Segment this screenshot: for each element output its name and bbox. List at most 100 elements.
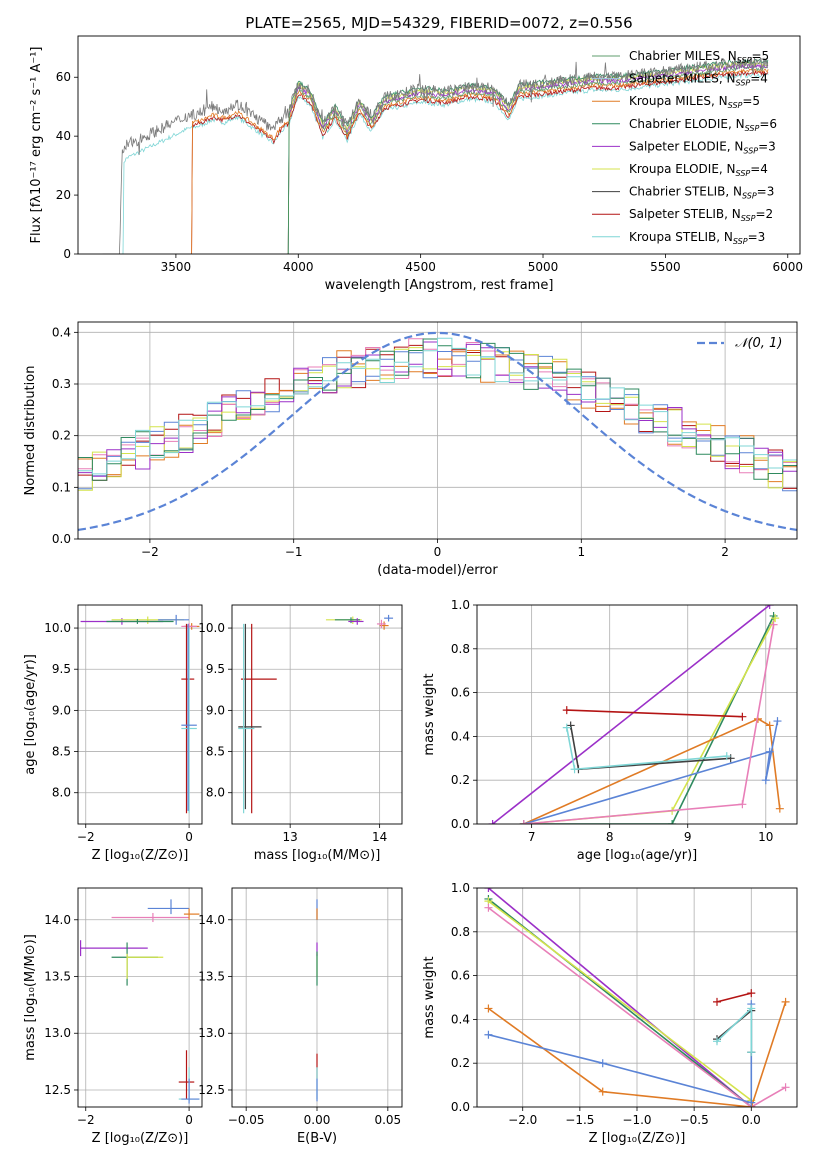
weight-series: [519, 620, 778, 824]
x-tick-label: 3500: [161, 260, 192, 274]
data-point: [111, 942, 159, 986]
y-tick-label: 8.0: [206, 786, 225, 800]
legend-label: Salpeter ELODIE, NSSP=3: [629, 139, 776, 155]
x-axis-label: (data-model)/error: [377, 563, 498, 578]
y-tick-label: 0.4: [451, 729, 470, 743]
weight-series: [713, 989, 756, 1006]
y-axis-label: mass weight: [422, 673, 437, 755]
normal-curve: [77, 331, 798, 531]
y-tick-label: 9.0: [52, 703, 71, 717]
chart-age-vs-Z: −2 0 8.0 8.5 9.0 9.5 10.0 Z [log₁₀(Z/Z⊙)] age [l…: [23, 604, 203, 863]
x-tick-label: −2: [77, 1113, 95, 1127]
legend-entry: Salpeter MILES, NSSP=4: [592, 72, 768, 88]
y-tick-label: 1.0: [451, 881, 470, 895]
y-tick-label: 0.1: [52, 480, 71, 494]
x-tick-label: 0.00: [304, 1113, 331, 1127]
weight-series: [713, 1006, 756, 1057]
x-axis-label: Z [log₁₀(Z/Z⊙)]: [589, 1131, 686, 1146]
weight-marker: [747, 1098, 756, 1107]
chart-mass-vs-EBV: −0.05 0.00 0.05 12.5 13.0 13.5 14.0 E(B-V): [198, 887, 403, 1146]
y-tick-label: 0.8: [451, 642, 470, 656]
y-tick-label: 12.5: [198, 1083, 225, 1097]
legend-entry: 𝒩(0, 1): [697, 336, 782, 351]
legend-entry: Kroupa MILES, NSSP=5: [592, 94, 760, 110]
y-tick-label: 14.0: [198, 913, 225, 927]
y-axis-label: Normed distribution: [23, 366, 38, 496]
model-spectrum-line: [122, 72, 769, 254]
x-tick-label: −2: [77, 830, 95, 844]
x-tick-label: 10: [758, 830, 773, 844]
x-tick-label: −0.5: [680, 1113, 709, 1127]
residual-histogram: [78, 341, 797, 477]
weight-line: [566, 727, 727, 771]
data-point: [238, 623, 262, 810]
y-tick-label: 60: [56, 70, 71, 84]
weight-series: [484, 1000, 756, 1107]
y-tick-label: 0.2: [52, 429, 71, 443]
weight-marker: [771, 614, 780, 623]
legend-entry: Salpeter STELIB, NSSP=2: [592, 207, 773, 223]
y-tick-label: 9.5: [206, 662, 225, 676]
axes-frame: [231, 604, 403, 825]
weight-marker: [668, 820, 677, 824]
weight-series: [519, 611, 778, 824]
y-tick-label: 14.0: [44, 913, 71, 927]
data-point: [238, 623, 255, 814]
weight-line: [523, 718, 781, 824]
x-tick-label: 14: [372, 830, 387, 844]
data-point: [376, 619, 386, 629]
x-tick-label: 5000: [528, 260, 559, 274]
weight-marker: [726, 754, 735, 763]
legend-label: Chabrier MILES, NSSP=5: [629, 49, 769, 65]
weight-marker: [781, 997, 790, 1006]
x-tick-label: 1: [577, 545, 585, 559]
weight-line: [487, 900, 752, 1102]
data-point: [111, 912, 190, 923]
weight-line: [716, 1008, 753, 1053]
x-tick-label: 4000: [283, 260, 314, 274]
y-tick-label: 13.5: [198, 970, 225, 984]
model-spectrum-line: [287, 62, 769, 254]
weight-marker: [598, 1087, 607, 1096]
data-point: [126, 953, 164, 979]
chart-spectrum: 3500 4000 4500 5000 5500 6000 0 20 40 60 wavelengt…: [29, 14, 803, 293]
data-point: [181, 1078, 200, 1104]
x-tick-label: 2: [721, 545, 729, 559]
x-axis-label: mass [log₁₀(M/M⊙)]: [254, 848, 381, 863]
y-axis-label: mass weight: [422, 956, 437, 1038]
x-tick-label: 13: [283, 830, 298, 844]
x-tick-label: −1.0: [622, 1113, 651, 1127]
y-tick-label: 0.4: [52, 325, 71, 339]
y-tick-label: 0.6: [451, 969, 470, 983]
x-tick-label: 0.0: [742, 1113, 761, 1127]
x-tick-label: −1: [285, 545, 303, 559]
y-tick-label: 0.4: [451, 1012, 470, 1026]
x-tick-label: 7: [528, 830, 536, 844]
legend-entry: Chabrier MILES, NSSP=5: [592, 49, 769, 65]
weight-marker: [713, 1037, 721, 1046]
legend-label: Salpeter STELIB, NSSP=2: [629, 207, 773, 223]
weight-marker: [775, 804, 784, 813]
legend-label: Chabrier STELIB, NSSP=3: [629, 185, 774, 201]
legend-label: Kroupa ELODIE, NSSP=4: [629, 162, 768, 178]
x-tick-label: −1.5: [565, 1113, 594, 1127]
axes-frame: [476, 604, 798, 825]
y-tick-label: 0.6: [451, 686, 470, 700]
x-tick-label: 9: [684, 830, 692, 844]
chart-title: PLATE=2565, MJD=54329, FIBERID=0072, z=0…: [245, 14, 632, 32]
chart-age-vs-mass: 13 14 8.0 8.5 9.0 9.5 10.0 mass [log₁₀(M/M⊙)]: [198, 604, 403, 863]
x-tick-label: −2: [141, 545, 159, 559]
y-tick-label: 0.0: [451, 817, 470, 831]
y-tick-label: 13.5: [44, 970, 71, 984]
weight-line: [487, 888, 752, 1107]
weight-line: [487, 1001, 787, 1107]
x-tick-label: 0: [185, 1113, 193, 1127]
weight-series: [562, 706, 747, 721]
weight-marker: [738, 800, 747, 809]
weight-marker: [765, 747, 774, 756]
y-tick-label: 13.0: [198, 1026, 225, 1040]
data-point: [384, 614, 394, 622]
weight-line: [716, 992, 752, 1003]
y-axis-label: mass [log₁₀(M/M⊙)]: [23, 934, 38, 1061]
x-tick-label: −0.05: [228, 1113, 265, 1127]
